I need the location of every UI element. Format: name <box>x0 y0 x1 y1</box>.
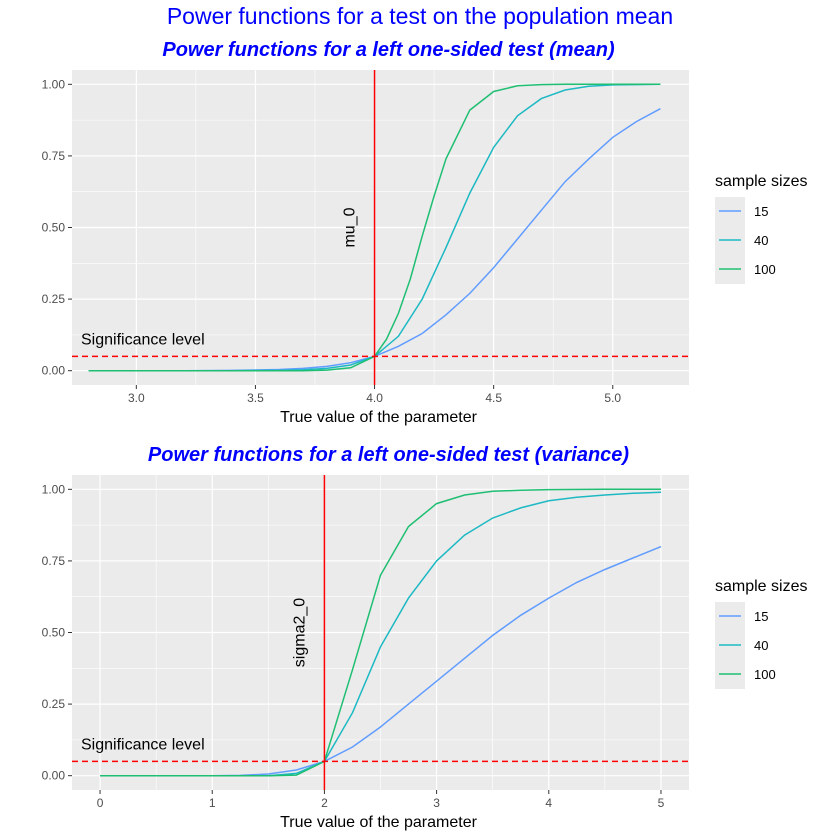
legend-label-15: 15 <box>754 204 768 219</box>
chart-title: Power functions for a left one-sided tes… <box>162 39 615 61</box>
y-tick-label: 1.00 <box>42 77 66 91</box>
chart-2: Power functions for a left one-sided tes… <box>42 444 808 831</box>
series-line-100 <box>88 83 661 372</box>
y-tick-label: 0.25 <box>42 292 66 306</box>
y-tick-label: 0.75 <box>42 554 66 568</box>
x-axis-label: True value of the parameter <box>280 409 478 426</box>
x-tick-label: 3.0 <box>128 391 145 405</box>
legend-label-40: 40 <box>754 233 768 248</box>
main-title: Power functions for a test on the popula… <box>166 3 674 29</box>
x-tick-label: 5 <box>658 796 665 810</box>
legend-title: sample sizes <box>715 578 807 595</box>
x-tick-label: 5.0 <box>604 391 621 405</box>
legend: sample sizes 15 40 100 <box>715 578 807 689</box>
series-line-100 <box>100 488 661 777</box>
legend-title: sample sizes <box>715 173 807 190</box>
x-tick-label: 4 <box>545 796 552 810</box>
x-tick-label: 4.0 <box>366 391 383 405</box>
y-tick-label: 0.50 <box>42 626 66 640</box>
legend-label-100: 100 <box>754 262 776 277</box>
legend-label-40: 40 <box>754 638 768 653</box>
y-tick-label: 0.50 <box>42 221 66 235</box>
y-tick-label: 0.75 <box>42 149 66 163</box>
y-tick-label: 1.00 <box>42 482 66 496</box>
legend-label-15: 15 <box>754 609 768 624</box>
legend-label-100: 100 <box>754 667 776 682</box>
x-tick-label: 4.5 <box>485 391 502 405</box>
significance-label: Significance level <box>81 331 205 348</box>
y-tick-label: 0.00 <box>42 364 66 378</box>
x-tick-label: 3.5 <box>247 391 264 405</box>
y-tick-label: 0.00 <box>42 769 66 783</box>
reference-label: mu_0 <box>342 207 359 247</box>
x-axis-label: True value of the parameter <box>280 814 478 831</box>
x-tick-label: 0 <box>97 796 104 810</box>
x-tick-label: 3 <box>433 796 440 810</box>
x-tick-label: 1 <box>209 796 216 810</box>
significance-label: Significance level <box>81 736 205 753</box>
reference-label: sigma2_0 <box>291 598 308 667</box>
y-tick-label: 0.25 <box>42 697 66 711</box>
legend: sample sizes 15 40 100 <box>715 173 807 284</box>
x-tick-label: 2 <box>321 796 328 810</box>
chart-title: Power functions for a left one-sided tes… <box>148 444 630 466</box>
chart-1: Power functions for a left one-sided tes… <box>42 39 808 426</box>
